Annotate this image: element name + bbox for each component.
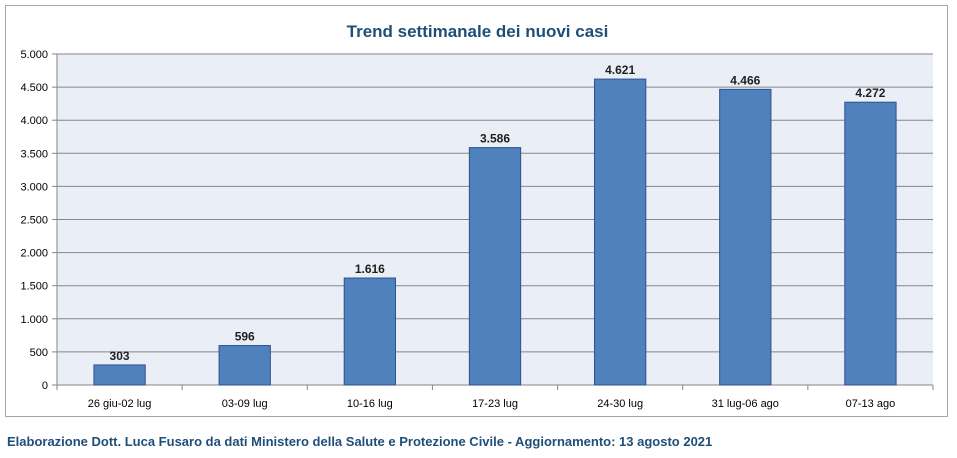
bar (844, 101, 897, 386)
y-tick-label: 1.000 (20, 314, 48, 326)
data-label: 596 (235, 330, 255, 344)
y-tick-label: 4.500 (20, 82, 48, 94)
bar (593, 78, 647, 386)
footer-note: Elaborazione Dott. Luca Fusaro da dati M… (7, 434, 713, 449)
x-tick-label: 31 lug-06 ago (712, 398, 779, 410)
y-tick-label: 2.500 (20, 215, 48, 227)
chart-plot: 0 500 1.000 1.500 2.000 2.500 3.000 3.500 4.000 4… (20, 49, 934, 410)
data-label: 4.621 (605, 63, 635, 77)
x-tick-label: 07-13 ago (846, 398, 896, 410)
y-tick-label: 3.500 (20, 148, 48, 160)
x-tick-label: 17-23 lug (472, 398, 518, 410)
bar (343, 277, 397, 386)
y-tick-label: 5.000 (20, 49, 48, 61)
data-label: 303 (110, 349, 130, 363)
data-label: 3.586 (480, 132, 510, 146)
chart-frame: Trend settimanale dei nuovi casi 0 500 1.0… (5, 5, 948, 417)
x-tick-label: 10-16 lug (347, 398, 393, 410)
x-tick-label: 24-30 lug (597, 398, 643, 410)
bar (218, 345, 271, 386)
y-tick-label: 2.000 (20, 248, 48, 260)
x-tick-label: 03-09 lug (222, 398, 268, 410)
x-tick-label: 26 giu-02 lug (88, 398, 152, 410)
data-label: 1.616 (355, 262, 385, 276)
bar (719, 88, 772, 386)
bar (468, 147, 522, 386)
data-label: 4.466 (730, 73, 760, 87)
chart-title: Trend settimanale dei nuovi casi (346, 22, 609, 41)
bar (93, 364, 146, 386)
y-tick-label: 500 (30, 347, 48, 359)
data-label: 4.272 (855, 86, 885, 100)
y-tick-label: 3.000 (20, 181, 48, 193)
y-tick-label: 1.500 (20, 281, 48, 293)
y-tick-label: 4.000 (20, 115, 48, 127)
y-tick-label: 0 (42, 380, 48, 392)
